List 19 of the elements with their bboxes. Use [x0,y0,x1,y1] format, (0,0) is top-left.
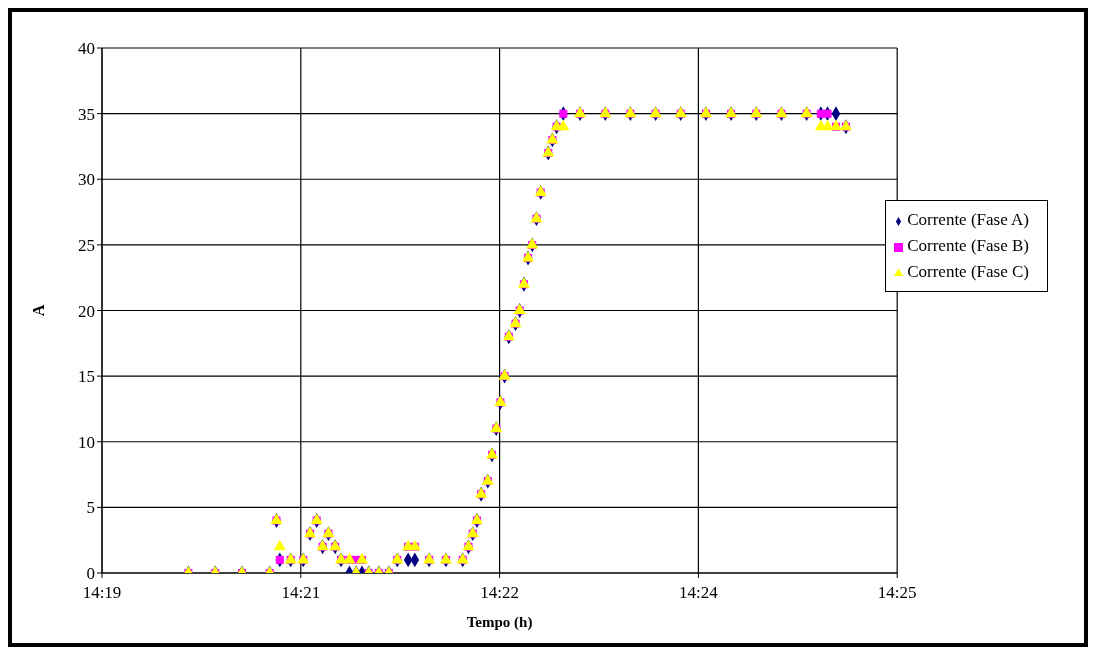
x-tick-label: 14:25 [877,583,917,603]
y-axis-title: A [29,304,47,317]
y-tick-label: 35 [78,104,95,124]
y-tick-label: 10 [78,432,95,452]
y-tick-label: 30 [78,170,95,190]
y-tick-label: 25 [78,235,95,255]
x-axis-title: Tempo (h) [466,614,533,631]
y-tick-label: 40 [78,39,95,59]
x-tick-label: 14:21 [281,583,321,603]
y-tick-label: 5 [86,498,95,518]
legend-label: Corrente (Fase B) [907,236,1029,255]
x-tick-label: 14:24 [679,583,719,603]
y-tick-label: 15 [78,367,95,387]
legend-label: Corrente (Fase C) [907,262,1029,281]
y-tick-label: 0 [86,564,95,584]
y-tick-label: 20 [78,301,95,321]
x-tick-label: 14:19 [82,583,122,603]
x-tick-label: 14:22 [480,583,519,603]
legend-label: Corrente (Fase A) [907,210,1029,229]
